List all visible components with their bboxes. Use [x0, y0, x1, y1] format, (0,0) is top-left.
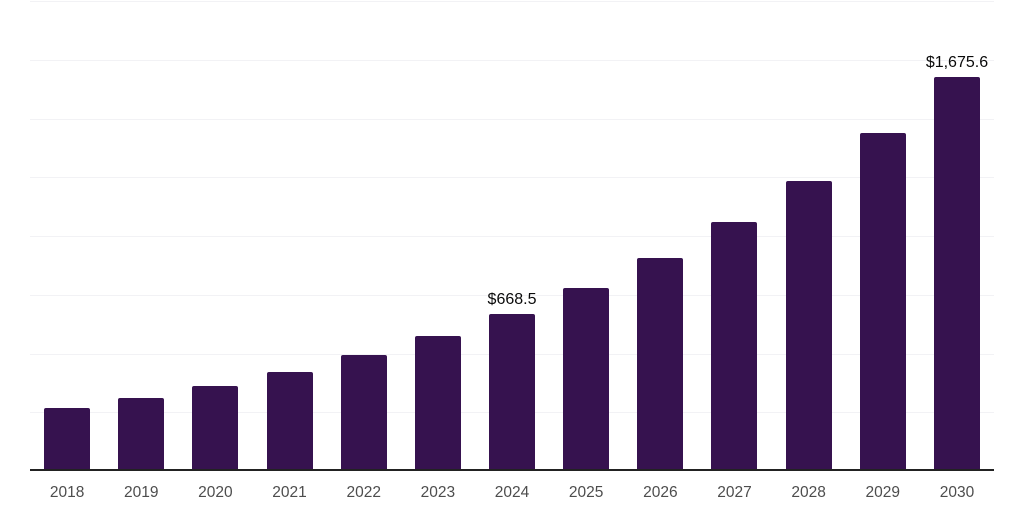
bar-column-2028 — [772, 1, 846, 471]
bar-column-2021 — [252, 1, 326, 471]
bar-column-2019 — [104, 1, 178, 471]
bars-container: $668.5 $1,675.6 — [30, 1, 994, 471]
bar-2030 — [933, 77, 980, 471]
bar-2020 — [192, 385, 239, 471]
bar-2026 — [637, 257, 684, 471]
gridline-2000 — [30, 1, 994, 2]
gridline-1250 — [30, 177, 994, 179]
bar-column-2023 — [401, 1, 475, 471]
x-tick-label-2030: 2030 — [939, 484, 975, 501]
bar-2018 — [44, 408, 91, 471]
gridline-750 — [30, 294, 994, 296]
x-axis-line — [30, 469, 994, 471]
bar-2023 — [414, 336, 461, 471]
x-tick-label-2023: 2023 — [420, 484, 456, 501]
gridline-1500 — [30, 118, 994, 120]
bar-column-2022 — [327, 1, 401, 471]
x-tick-label-2020: 2020 — [198, 484, 233, 501]
gridline-1750 — [30, 59, 994, 61]
x-tick-label-2029: 2029 — [865, 484, 901, 501]
x-axis-tick-labels: 2018 2019 2020 2021 2022 2023 2024 2025 2026 2027… — [30, 485, 994, 501]
bar-2029 — [859, 133, 906, 471]
bar-column-2018 — [30, 1, 104, 471]
x-tick-label-2025: 2025 — [568, 484, 604, 501]
x-tick-label-2027: 2027 — [717, 484, 752, 501]
plot-area: $668.5 $1,675.6 — [30, 1, 994, 471]
bar-2022 — [340, 355, 387, 471]
bar-chart: $668.5 $1,675.6 2018 2019 2020 2021 2022 2023 2… — [30, 1, 994, 501]
bar-2024 — [489, 313, 536, 471]
x-tick-label-2018: 2018 — [49, 484, 85, 501]
x-tick-label-2021: 2021 — [272, 484, 307, 501]
bar-column-2029 — [846, 1, 920, 471]
bar-2019 — [118, 398, 165, 471]
x-tick-label-2026: 2026 — [643, 484, 678, 501]
bar-2028 — [785, 181, 832, 471]
bar-2027 — [711, 222, 758, 471]
data-label-2030: $1,675.6 — [925, 54, 989, 72]
x-tick-label-2024: 2024 — [494, 484, 530, 501]
bar-column-2024: $668.5 — [475, 1, 549, 471]
bar-column-2027 — [697, 1, 771, 471]
bar-column-2025 — [549, 1, 623, 471]
gridline-1000 — [30, 236, 994, 237]
bar-column-2026 — [623, 1, 697, 471]
x-tick-label-2022: 2022 — [346, 484, 381, 501]
bar-2025 — [563, 287, 610, 471]
x-tick-label-2019: 2019 — [123, 484, 159, 501]
bar-2021 — [266, 371, 313, 471]
x-tick-label-2028: 2028 — [791, 484, 826, 501]
bar-column-2020 — [178, 1, 252, 471]
bar-column-2030: $1,675.6 — [920, 1, 994, 471]
data-label-2024: $668.5 — [487, 290, 537, 308]
